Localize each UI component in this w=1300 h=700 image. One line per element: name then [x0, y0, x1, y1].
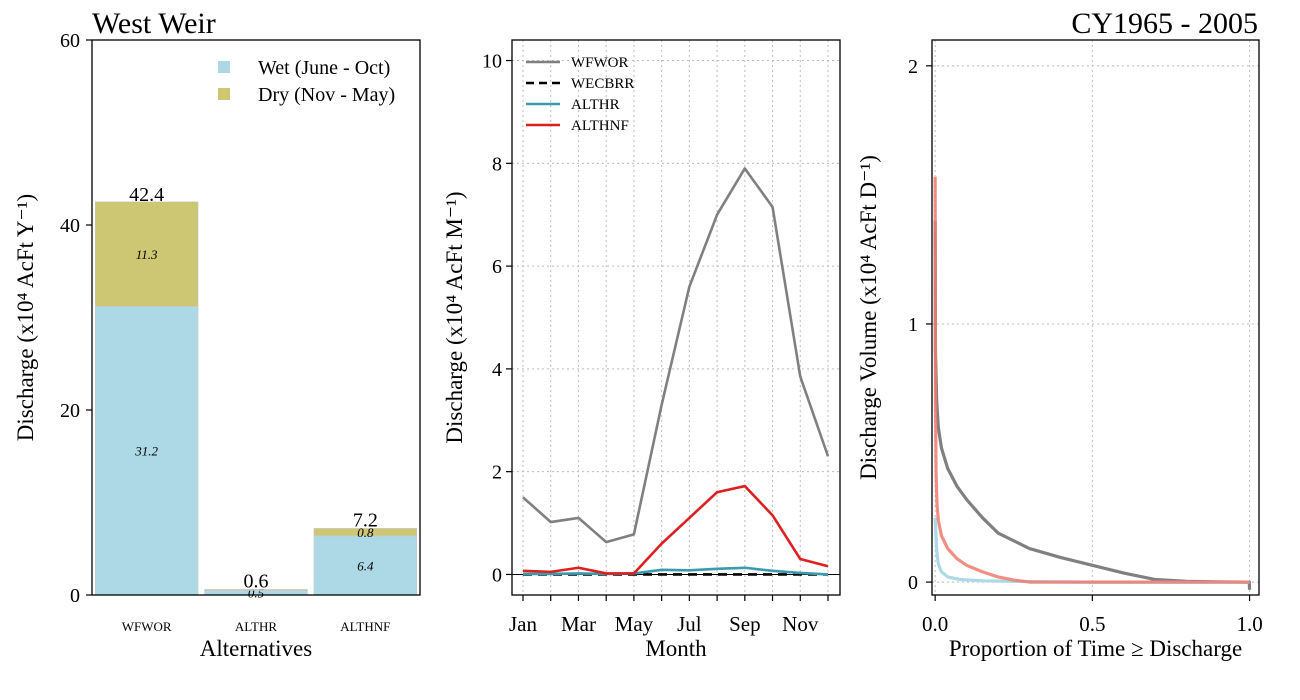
x-tick-label: May: [615, 612, 654, 636]
x-tick-label: Nov: [782, 612, 819, 636]
site-title: West Weir: [92, 7, 216, 40]
y-tick-label: 1: [908, 314, 918, 336]
stacked-bar-panel: 31.211.342.4WFWOR0.50.6ALTHR6.40.87.2ALT…: [13, 30, 421, 661]
y-tick-label: 8: [492, 153, 502, 175]
bar-total-label: 42.4: [129, 184, 164, 206]
y-tick-label: 10: [482, 51, 502, 73]
y-tick-label: 0: [908, 572, 918, 594]
segment-value-label: 6.4: [357, 558, 374, 573]
x-tick-label: Jan: [509, 612, 537, 636]
y-tick-label: 6: [492, 256, 502, 278]
plot-frame: [511, 39, 841, 596]
y-tick-label: 2: [908, 56, 918, 78]
bar-segment: [313, 528, 418, 537]
y-tick-label: 0: [70, 585, 80, 607]
y-tick-label: 0: [492, 564, 502, 586]
segment-value-label: 0.8: [357, 525, 374, 540]
plot-frame: [931, 39, 1260, 596]
x-tick-label: 0.0: [922, 612, 948, 636]
x-tick-label: ALTHNF: [340, 619, 390, 634]
x-axis-title: Alternatives: [200, 636, 312, 661]
y-axis-title: Discharge (x10⁴ AcFt M⁻¹): [442, 191, 467, 443]
legend-swatch: [218, 61, 230, 73]
x-tick-label: 1.0: [1236, 612, 1262, 636]
monthly-line-panel: 0 2 4 6 8 10 Jan Mar May Jul Sep Nov Month Discharge …: [442, 39, 841, 661]
x-tick-label: Sep: [729, 612, 761, 636]
legend-label: WFWOR: [571, 55, 629, 71]
y-tick-label: 2: [492, 462, 502, 484]
bar-segment: [204, 589, 308, 591]
y-tick-label: 40: [60, 215, 80, 237]
exceedance-curve-althnf: [933, 176, 1250, 584]
plot-frame: [91, 39, 421, 596]
y-tick-label: 20: [60, 400, 80, 422]
y-tick-label: 4: [492, 359, 502, 381]
segment-value-label: 11.3: [136, 247, 158, 262]
bar-segment: [94, 201, 199, 307]
series-line-althr: [523, 566, 829, 576]
series-line-althnf: [522, 484, 829, 575]
series-line-wfwor: [522, 167, 830, 544]
legend-label: Dry (Nov - May): [258, 84, 395, 106]
bar-total-label: 7.2: [353, 509, 378, 531]
legend-label: Wet (June - Oct): [258, 57, 390, 79]
bar-total-label: 0.6: [244, 570, 269, 592]
legend-label: ALTHR: [571, 97, 620, 113]
bar-segment: [94, 306, 199, 596]
x-tick-label: 0.5: [1079, 612, 1105, 636]
legend-label: WECBRR: [571, 76, 634, 92]
x-axis-title: Proportion of Time ≥ Discharge: [949, 636, 1242, 661]
legend: Wet (June - Oct) Dry (Nov - May): [218, 57, 395, 106]
legend-label: ALTHNF: [571, 118, 629, 134]
x-tick-label: Mar: [561, 612, 596, 636]
x-tick-label: ALTHR: [235, 619, 277, 634]
legend: WFWOR WECBRR ALTHR ALTHNF: [526, 55, 634, 134]
period-title: CY1965 - 2005: [1071, 7, 1258, 40]
legend-swatch: [218, 88, 230, 100]
y-axis-title: Discharge (x10⁴ AcFt Y⁻¹): [13, 194, 38, 441]
x-axis-title: Month: [645, 636, 707, 661]
y-axis-title: Discharge Volume (x10⁴ AcFt D⁻¹): [856, 155, 881, 480]
segment-value-label: 31.2: [134, 444, 158, 459]
y-tick-label: 60: [60, 30, 80, 52]
x-tick-label: WFWOR: [122, 619, 172, 634]
x-tick-label: Jul: [677, 612, 702, 636]
